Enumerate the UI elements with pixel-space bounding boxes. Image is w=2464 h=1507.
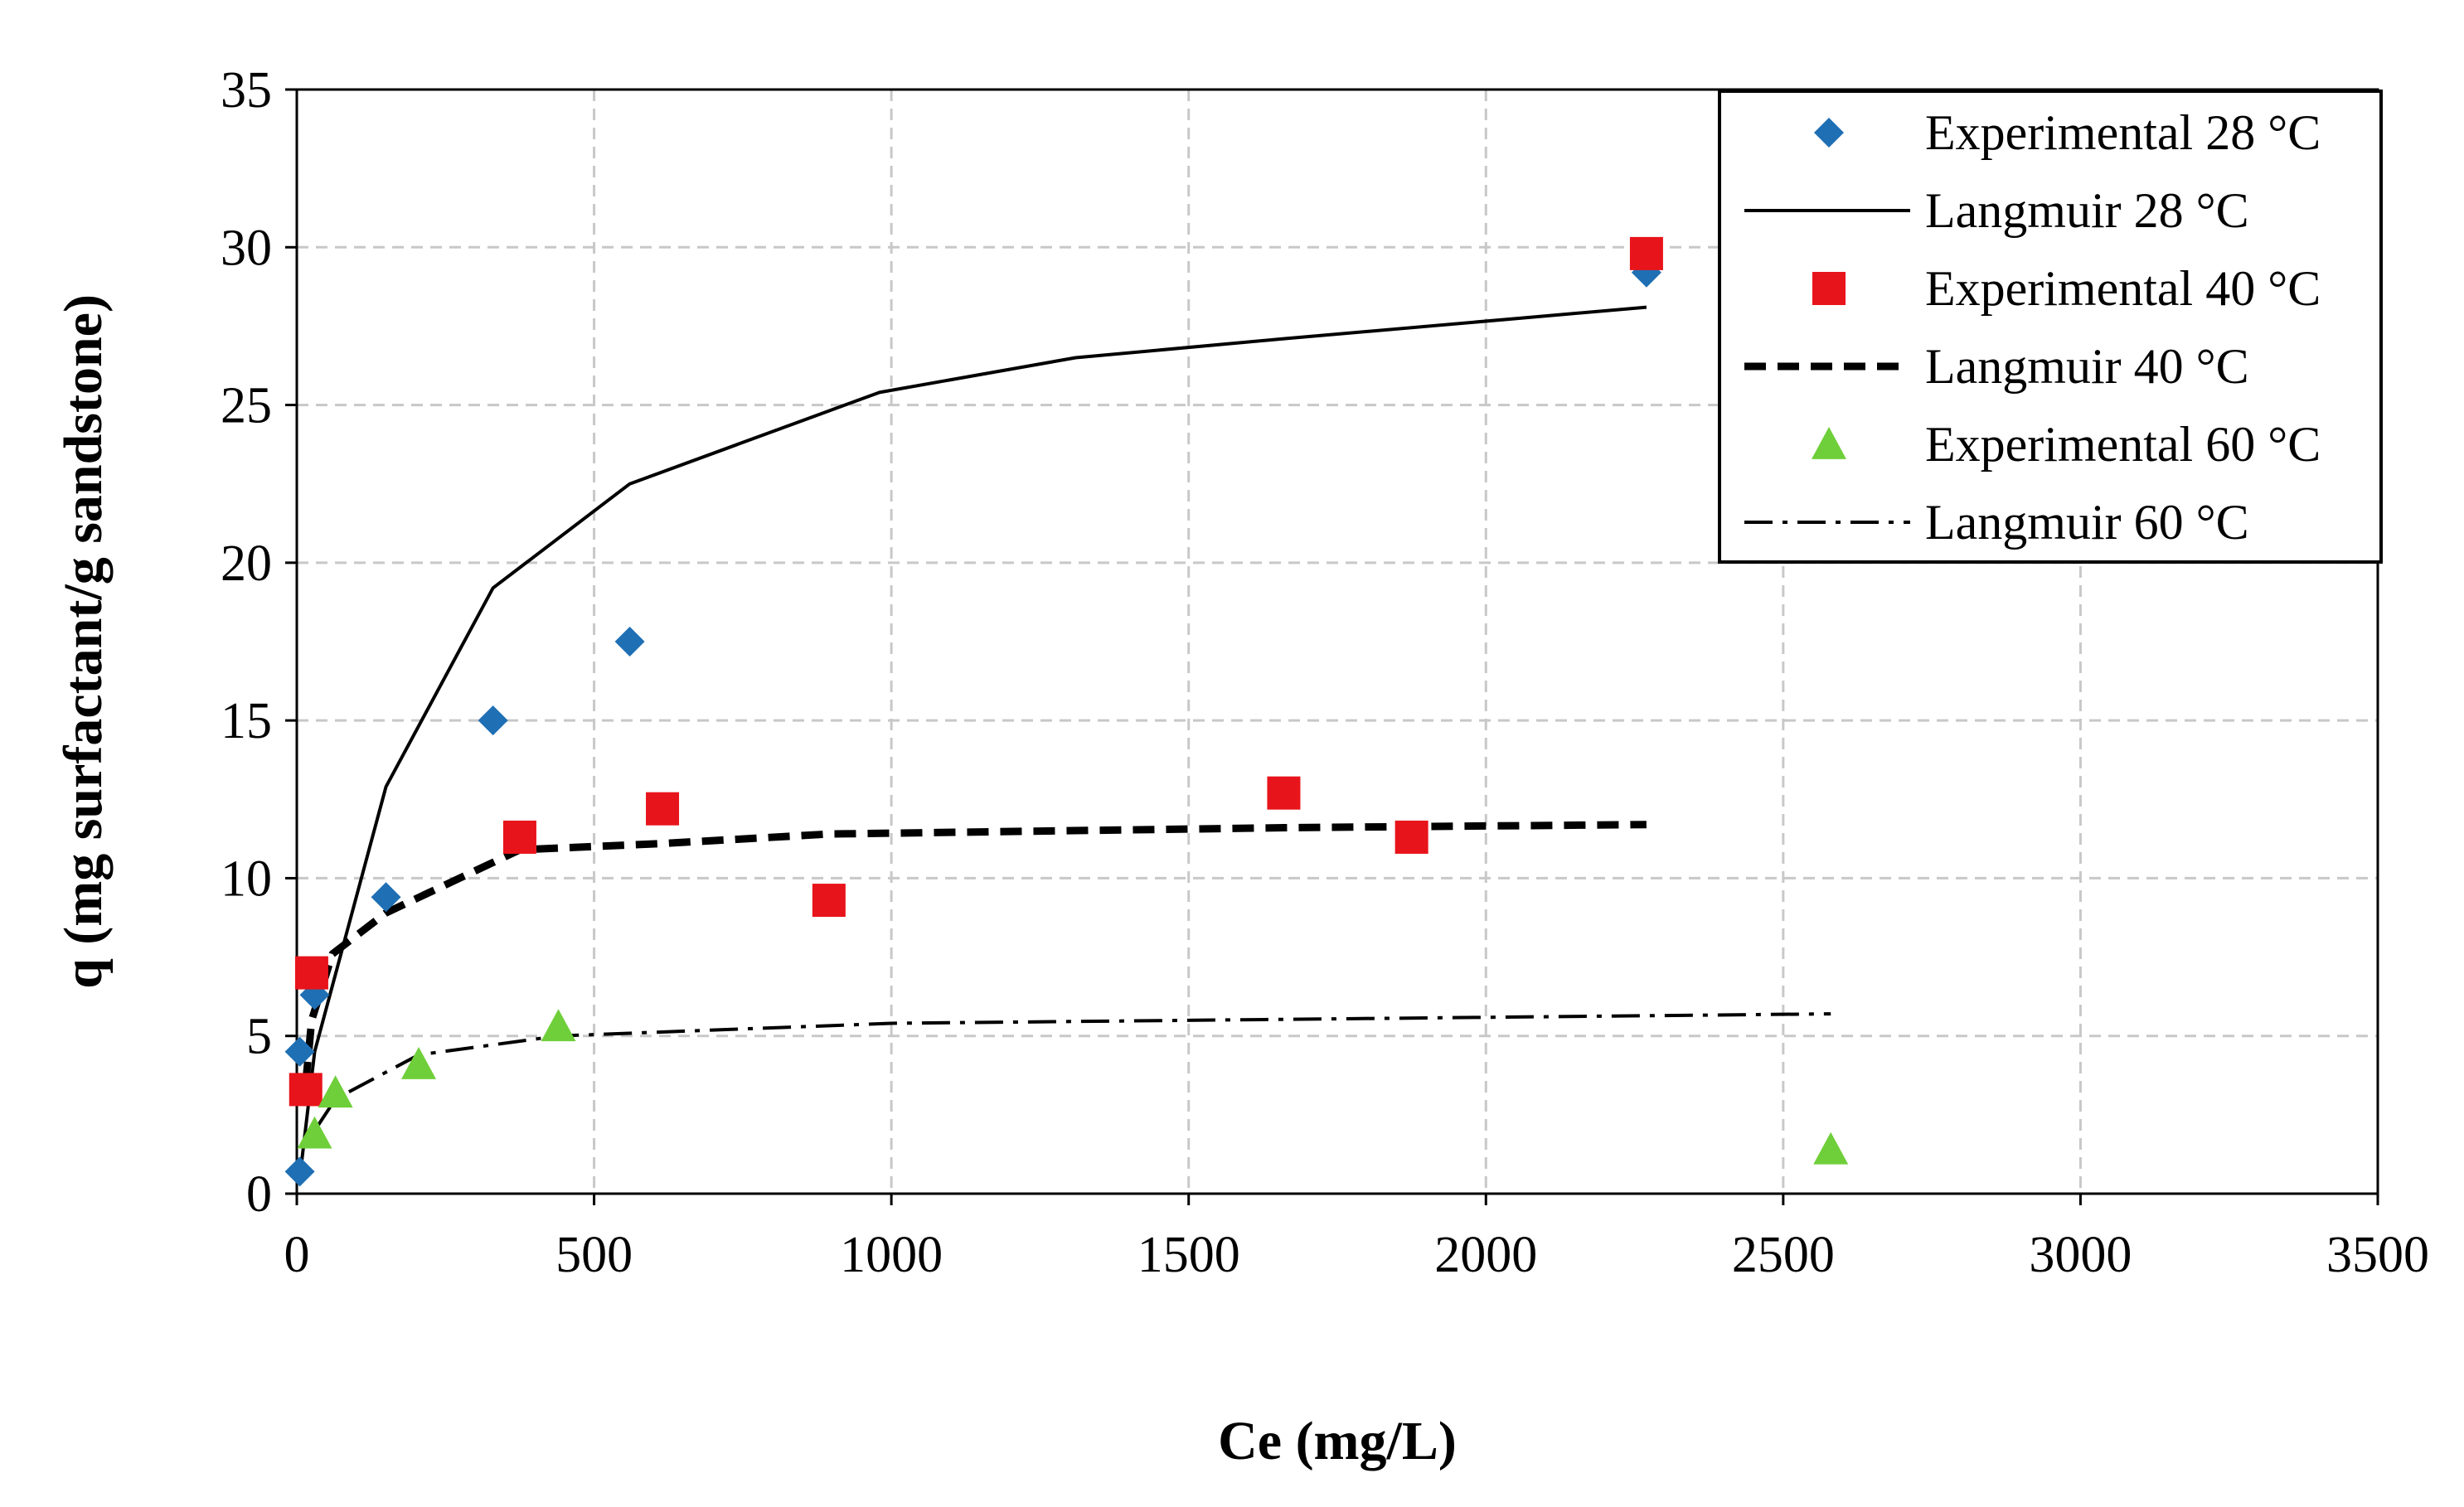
legend-swatch-triangle	[1812, 427, 1846, 459]
x-tick-label: 1000	[840, 1227, 943, 1283]
data-point-square	[1394, 820, 1428, 854]
data-point-diamond	[478, 705, 508, 736]
data-point-triangle	[1813, 1131, 1849, 1165]
x-tick-label: 0	[284, 1227, 310, 1283]
data-point-triangle	[541, 1009, 576, 1042]
gridlines	[297, 90, 2378, 1194]
data-point-diamond	[284, 1156, 315, 1187]
series-5-line-group	[313, 1012, 1831, 1131]
y-tick-label: 20	[221, 535, 272, 592]
legend-label: Experimental 40 °C	[1925, 261, 2321, 316]
data-point-triangle	[318, 1075, 353, 1108]
legend-label: Experimental 60 °C	[1925, 417, 2321, 472]
y-axis-title: q (mg surfactant/g sandstone)	[53, 294, 114, 989]
y-tick-label: 0	[246, 1166, 272, 1223]
series-2-markers	[289, 236, 1663, 1107]
legend: Experimental 28 °C Langmuir 28 °C Experime…	[1718, 90, 2383, 564]
plot-area-frame	[295, 88, 2379, 1195]
series-line-dashdot	[313, 1012, 1831, 1131]
series-0-markers	[284, 257, 1661, 1187]
data-point-square	[646, 792, 680, 826]
legend-label: Langmuir 60 °C	[1925, 495, 2249, 550]
legend-box	[1718, 90, 2383, 564]
x-tick-label: 2000	[1434, 1227, 1537, 1283]
legend-label: Langmuir 28 °C	[1925, 183, 2249, 238]
data-point-diamond	[614, 627, 645, 657]
y-tick-label: 25	[221, 378, 272, 434]
legend-swatch-diamond	[1814, 118, 1844, 148]
data-point-square	[1267, 776, 1301, 810]
data-point-square	[502, 820, 536, 854]
x-tick-label: 500	[555, 1227, 633, 1283]
y-tick-label: 15	[221, 693, 272, 749]
data-point-diamond	[284, 1036, 315, 1067]
series-layer	[284, 236, 1849, 1187]
series-4-markers	[297, 1009, 1849, 1165]
data-point-triangle	[401, 1046, 437, 1079]
x-tick-label: 1500	[1137, 1227, 1240, 1283]
axis-ticks: 0 5 10 15 20 25 30 35 0 500 1000 1500 2000 2500 3000 35…	[221, 62, 2429, 1283]
series-line-solid	[298, 305, 1647, 1179]
series-1-line-group	[298, 305, 1647, 1179]
y-tick-label: 10	[221, 850, 272, 907]
data-point-square	[812, 884, 846, 918]
x-axis-title: Ce (mg/L)	[1218, 1411, 1457, 1471]
y-tick-label: 35	[221, 62, 272, 119]
data-point-triangle	[297, 1116, 332, 1149]
y-tick-label: 5	[246, 1009, 272, 1065]
legend-label: Experimental 28 °C	[1925, 105, 2321, 160]
data-point-square	[289, 1073, 323, 1107]
legend-swatch-square	[1812, 272, 1846, 305]
data-point-diamond	[371, 882, 401, 913]
x-tick-label: 3500	[2326, 1227, 2429, 1283]
data-point-square	[1629, 236, 1663, 270]
legend-label: Langmuir 40 °C	[1925, 339, 2249, 394]
data-point-square	[294, 956, 328, 990]
x-tick-label: 3000	[2029, 1227, 2132, 1283]
y-tick-label: 30	[221, 220, 272, 276]
x-tick-label: 2500	[1732, 1227, 1835, 1283]
